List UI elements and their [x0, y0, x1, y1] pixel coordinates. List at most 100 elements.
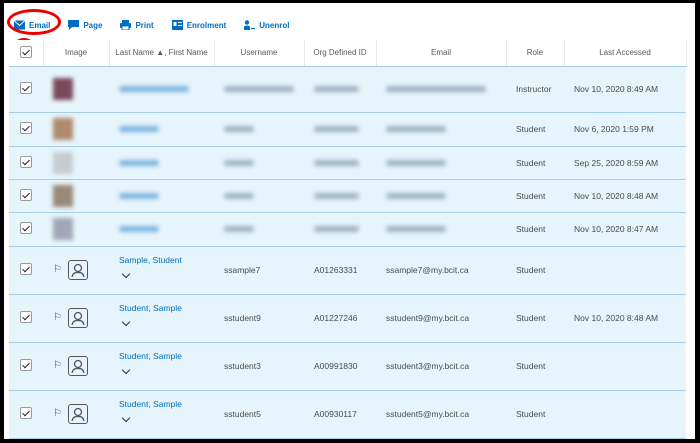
page-button[interactable]: Page [68, 20, 102, 30]
blurred-username [224, 159, 254, 166]
username-cell: ssample7 [214, 246, 304, 295]
blurred-org-id [314, 226, 359, 232]
user-photo [53, 184, 73, 207]
flag-icon[interactable]: ⚐ [53, 360, 62, 372]
image-cell [43, 146, 109, 180]
flag-icon[interactable]: ⚐ [53, 312, 62, 324]
table-row: ⚐ Sample, Student ssample7 A01263331 ssa… [9, 246, 686, 295]
blurred-name[interactable] [119, 126, 159, 132]
username-cell: sstudent3 [214, 342, 304, 391]
last-accessed-cell: Sep 25, 2020 8:59 AM [564, 146, 686, 180]
default-avatar-icon [67, 308, 88, 328]
user-name-link[interactable]: Sample, Student [119, 254, 182, 265]
column-username[interactable]: Username [214, 40, 305, 67]
chevron-down-icon[interactable] [121, 317, 131, 326]
flag-icon[interactable]: ⚐ [53, 264, 62, 276]
row-select-cell [9, 179, 43, 213]
blurred-email [386, 159, 446, 166]
default-avatar-icon [67, 356, 88, 376]
chevron-down-icon[interactable] [121, 269, 131, 278]
row-select-cell [9, 294, 43, 343]
chevron-down-icon[interactable] [121, 413, 131, 422]
flag-icon[interactable]: ⚐ [53, 408, 62, 420]
table-row: ⚐ Student, Sample sstudent5 A00930117 ss… [9, 390, 686, 439]
default-avatar-icon [67, 404, 88, 424]
enrolment-button[interactable]: Enrolment [171, 20, 226, 30]
name-cell: Student, Sample [109, 342, 214, 391]
user-name-link[interactable]: Student, Sample [119, 350, 182, 361]
print-button[interactable]: Print [120, 20, 154, 30]
name-cell[interactable] [109, 179, 214, 213]
blurred-email [386, 226, 446, 232]
select-all-checkbox[interactable] [19, 45, 32, 58]
role-cell: Student [506, 390, 564, 439]
row-checkbox[interactable] [20, 407, 32, 419]
column-name[interactable]: Last Name ▲, First Name [109, 40, 215, 67]
column-email[interactable]: Email [376, 40, 507, 67]
user-name-link[interactable]: Student, Sample [119, 302, 182, 313]
role-cell: Student [506, 342, 564, 391]
username-cell [214, 212, 304, 247]
email-cell [376, 66, 506, 113]
blurred-name[interactable] [119, 86, 189, 92]
user-photo [53, 118, 73, 140]
role-cell: Student [506, 294, 564, 343]
sort-first-name[interactable]: , First Name [164, 48, 208, 58]
chevron-down-icon[interactable] [121, 365, 131, 374]
name-cell[interactable] [109, 212, 214, 247]
org-id-cell: A01263331 [304, 246, 376, 295]
unenrol-label: Unenrol [259, 20, 290, 30]
name-cell[interactable] [109, 66, 214, 113]
user-name-link[interactable]: Student, Sample [119, 398, 182, 409]
role-cell: Student [506, 246, 564, 295]
name-cell[interactable] [109, 146, 214, 180]
row-select-cell [9, 390, 43, 439]
blurred-email [386, 86, 486, 92]
column-role[interactable]: Role [506, 40, 565, 67]
role-cell: Student [506, 179, 564, 213]
org-id-cell [304, 66, 376, 113]
column-last-accessed[interactable]: Last Accessed [564, 40, 687, 67]
row-checkbox[interactable] [20, 155, 32, 168]
blurred-name[interactable] [119, 159, 159, 166]
blurred-username [224, 86, 294, 92]
unenrol-button[interactable]: Unenrol [244, 20, 290, 30]
row-checkbox[interactable] [20, 122, 32, 134]
username-cell [214, 112, 304, 147]
last-accessed-cell: Nov 10, 2020 8:48 AM [564, 294, 686, 343]
row-checkbox[interactable] [20, 222, 32, 234]
image-cell [43, 212, 109, 247]
table-row: Student Nov 6, 2020 1:59 PM [9, 112, 686, 147]
row-checkbox[interactable] [20, 82, 32, 94]
row-checkbox[interactable] [20, 359, 32, 371]
image-cell: ⚐ [43, 246, 109, 295]
username-cell [214, 66, 304, 113]
row-checkbox[interactable] [20, 188, 32, 201]
org-id-cell [304, 112, 376, 147]
blurred-username [224, 226, 254, 232]
blurred-org-id [314, 159, 359, 166]
org-id-cell: A00930117 [304, 390, 376, 439]
row-select-cell [9, 212, 43, 247]
email-cell [376, 179, 506, 213]
blurred-name[interactable] [119, 192, 159, 199]
row-checkbox[interactable] [20, 311, 32, 323]
org-id-cell [304, 146, 376, 180]
user-photo [53, 151, 73, 174]
username-cell: sstudent9 [214, 294, 304, 343]
classlist-window: Email Page Print Enrolment Unenrol Image… [4, 3, 695, 439]
name-cell[interactable] [109, 112, 214, 147]
table-row: Instructor Nov 10, 2020 8:49 AM [9, 66, 686, 113]
image-cell [43, 112, 109, 147]
role-cell: Student [506, 146, 564, 180]
row-select-cell [9, 146, 43, 180]
row-checkbox[interactable] [20, 263, 32, 275]
sort-last-name[interactable]: Last Name [115, 48, 154, 58]
email-highlight-ring [7, 9, 61, 35]
blurred-name[interactable] [119, 226, 159, 232]
header-row: Image Last Name ▲, First Name Username O… [9, 40, 687, 67]
email-cell: sstudent5@my.bcit.ca [376, 390, 506, 439]
column-org-id[interactable]: Org Defined ID [304, 40, 377, 67]
name-cell: Student, Sample [109, 294, 214, 343]
org-id-cell [304, 179, 376, 213]
